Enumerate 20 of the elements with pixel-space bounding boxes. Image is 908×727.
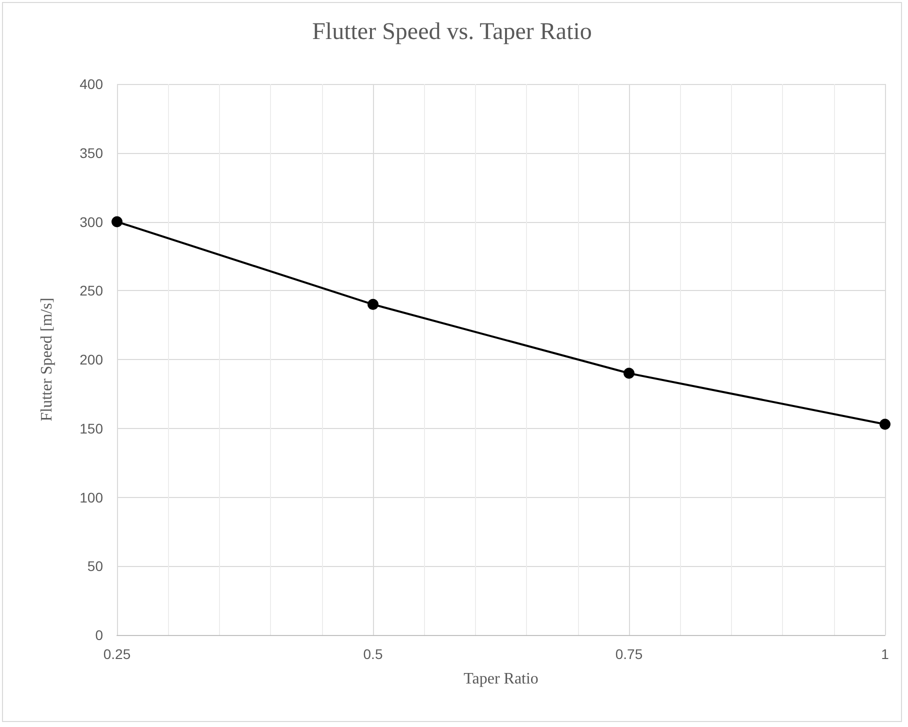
- x-tick-label: 0.75: [615, 646, 643, 662]
- y-axis-title: Flutter Speed [m/s]: [38, 298, 56, 422]
- y-tick-label: 200: [80, 352, 104, 368]
- point: [624, 368, 634, 379]
- y-tick-label: 150: [80, 420, 104, 436]
- point: [368, 298, 378, 310]
- y-tick-label: 400: [80, 76, 104, 92]
- y-tick-label: 250: [80, 282, 104, 299]
- y-tick-label: 100: [80, 489, 104, 506]
- x-tick-label: 0.5: [363, 646, 383, 662]
- x-tick-label: 0.25: [103, 646, 131, 662]
- point: [880, 418, 890, 430]
- y-tick-label: 350: [80, 144, 104, 161]
- chart-title: Flutter Speed vs. Taper Ratio: [312, 19, 592, 45]
- y-tick-label: 50: [87, 558, 104, 574]
- point: [112, 216, 122, 228]
- y-tick-label: 0: [95, 627, 104, 643]
- x-axis-title: Taper Ratio: [464, 670, 538, 688]
- y-tick-label: 300: [80, 214, 104, 230]
- x-tick-label: 1: [881, 646, 890, 662]
